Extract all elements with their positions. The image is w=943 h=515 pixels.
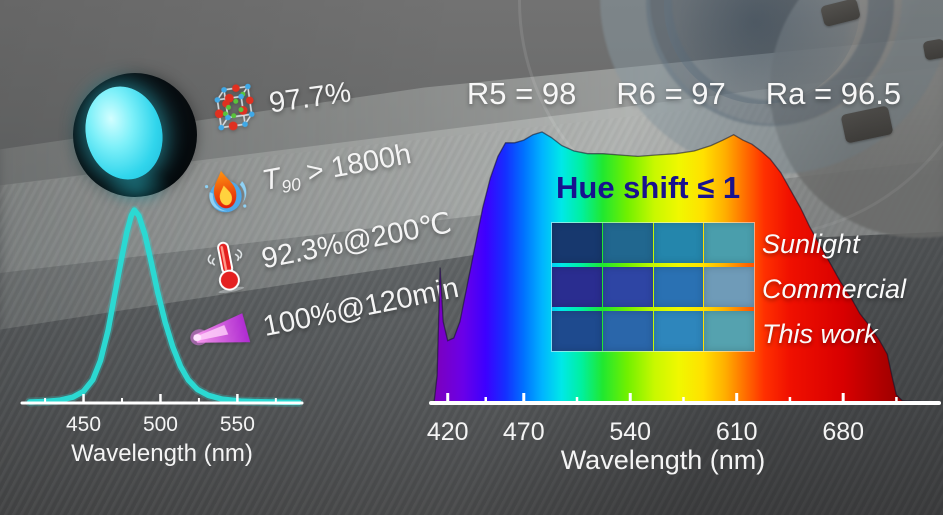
cri-ra-value: Ra = 96.5 [765, 76, 902, 111]
flame-icon [204, 170, 247, 213]
swatch-row-label-this-work: This work [762, 319, 878, 349]
cri-r6-value: R6 = 97 [616, 76, 726, 111]
fabric-swatch [704, 223, 754, 263]
fabric-swatch [602, 223, 653, 263]
swatch-row-label-sunlight: Sunlight [762, 229, 860, 259]
emission-spectrum-chart: 450 500 550 Wavelength (nm) [20, 205, 304, 467]
metric-row-thermal-stability: 92.3%@200℃ [198, 195, 456, 296]
phosphor-sample-photo [73, 73, 197, 209]
fabric-swatch [653, 267, 704, 307]
svg-text:610: 610 [716, 418, 758, 446]
svg-text:420: 420 [427, 418, 469, 446]
cri-r5-value: R5 = 98 [466, 76, 577, 111]
fabric-swatch [653, 311, 704, 351]
swatch-row-labels: Sunlight Commercial This work [762, 222, 906, 357]
svg-text:500: 500 [143, 413, 178, 436]
svg-text:450: 450 [66, 413, 101, 436]
svg-text:470: 470 [503, 418, 545, 446]
thermometer-icon [207, 241, 245, 294]
swatch-row-label-commercial: Commercial [762, 274, 907, 304]
fabric-swatch [552, 311, 602, 351]
metric-label: 97.7% [267, 75, 354, 119]
svg-text:540: 540 [609, 418, 651, 446]
svg-text:Wavelength (nm): Wavelength (nm) [561, 445, 766, 475]
laser-beam-icon [190, 313, 251, 346]
metric-row-recovery: 100%@120min [187, 268, 462, 362]
hue-shift-label: Hue shift ≤ 1 [556, 170, 741, 205]
cri-values-row: R5 = 98 R6 = 97 Ra = 96.5 [425, 76, 943, 112]
fabric-swatch [704, 267, 754, 307]
metric-row-quantum-efficiency: 97.7% [206, 64, 355, 139]
crystal-structure-icon [214, 83, 255, 131]
fabric-swatch [552, 267, 602, 307]
swatch-grid [551, 222, 755, 352]
metric-row-lifetime: T90 > 1800h [195, 131, 415, 219]
fabric-swatch [602, 267, 653, 307]
svg-text:Wavelength (nm): Wavelength (nm) [71, 440, 253, 467]
fabric-swatch [602, 311, 653, 351]
fabric-swatch [704, 311, 754, 351]
svg-text:550: 550 [220, 413, 255, 436]
phosphor-disc-reflection [103, 167, 171, 209]
svg-text:680: 680 [822, 418, 864, 446]
fabric-swatch [552, 223, 602, 263]
fabric-swatch [653, 223, 704, 263]
